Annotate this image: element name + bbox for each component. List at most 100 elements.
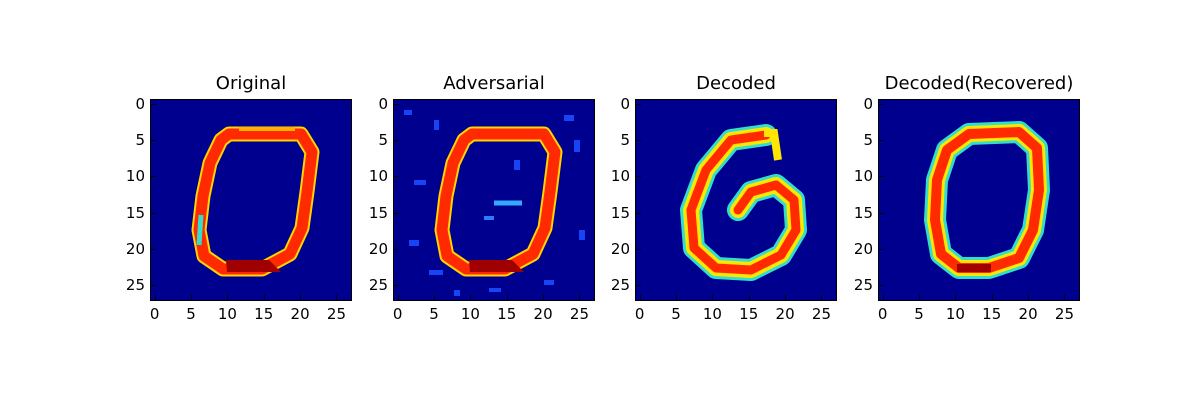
y-tick-mark	[151, 249, 156, 251]
y-tick-mark	[636, 249, 641, 251]
y-tick-label: 15	[610, 203, 630, 222]
x-tick-label: 15	[982, 305, 1002, 323]
y-tick-mark	[636, 212, 641, 214]
y-tick-label: 10	[610, 167, 630, 186]
y-tick-mark	[394, 140, 399, 141]
x-tick-label: 0	[877, 305, 888, 323]
y-tick-label: 25	[368, 276, 388, 295]
y-tick-mark	[151, 212, 156, 214]
panel-decoded: Decoded 0 5 10 15 20 25 0 5 10 15 20 25	[485, 0, 837, 400]
heatmap-axes	[878, 99, 1080, 301]
panel-title: Decoded(Recovered)	[884, 73, 1074, 94]
y-tick-label: 0	[620, 94, 630, 113]
x-tick-label: 15	[497, 305, 517, 323]
y-tick-label: 0	[378, 94, 388, 113]
y-tick-label: 5	[863, 131, 873, 149]
x-tick-mark	[263, 295, 265, 300]
y-tick-label: 15	[368, 203, 388, 222]
x-tick-mark	[639, 295, 641, 300]
x-tick-label: 5	[429, 305, 439, 323]
y-tick-mark	[151, 103, 156, 105]
x-tick-label: 0	[392, 305, 403, 323]
x-tick-label: 5	[914, 305, 924, 323]
x-tick-label: 0	[634, 305, 645, 323]
y-tick-mark	[879, 249, 884, 251]
panel-title: Decoded	[696, 73, 776, 94]
y-tick-mark	[636, 140, 641, 141]
y-tick-mark	[879, 176, 884, 178]
x-tick-label: 20	[1018, 305, 1038, 323]
y-tick-mark	[394, 176, 399, 178]
heatmap-axes	[393, 99, 595, 301]
x-tick-mark	[336, 295, 338, 300]
y-tick-mark	[394, 285, 399, 287]
panel-decoded-recovered: Decoded(Recovered) 0 5 10 15 20 25 0 5 10 15 20 25	[728, 0, 1080, 400]
y-tick-label: 5	[378, 131, 388, 149]
y-tick-label: 10	[125, 167, 145, 186]
x-tick-mark	[579, 295, 581, 300]
heatmap-axes	[150, 99, 352, 301]
x-tick-mark	[543, 295, 545, 300]
x-tick-label: 5	[186, 305, 196, 323]
x-tick-label: 5	[671, 305, 681, 323]
x-tick-mark	[1028, 295, 1030, 300]
heatmap-image	[394, 100, 594, 300]
x-tick-label: 0	[149, 305, 160, 323]
x-tick-label: 10	[460, 305, 480, 323]
x-tick-mark	[397, 295, 399, 300]
x-tick-label: 25	[326, 305, 346, 323]
x-tick-mark	[154, 295, 156, 300]
y-tick-mark	[636, 285, 641, 287]
x-tick-mark	[919, 295, 920, 300]
y-tick-mark	[151, 285, 156, 287]
x-tick-mark	[470, 295, 472, 300]
y-tick-mark	[151, 140, 156, 141]
x-tick-mark	[1064, 295, 1066, 300]
y-tick-label: 20	[368, 240, 388, 259]
y-tick-label: 10	[853, 167, 873, 186]
y-tick-label: 25	[853, 276, 873, 295]
x-tick-mark	[300, 295, 302, 300]
y-tick-label: 25	[610, 276, 630, 295]
heatmap-axes	[635, 99, 837, 301]
y-tick-label: 15	[125, 203, 145, 222]
x-tick-label: 15	[739, 305, 759, 323]
x-tick-mark	[821, 295, 823, 300]
x-tick-mark	[712, 295, 714, 300]
y-tick-mark	[879, 103, 884, 105]
x-tick-mark	[191, 295, 192, 300]
x-tick-label: 10	[217, 305, 237, 323]
y-tick-mark	[879, 285, 884, 287]
x-tick-label: 20	[290, 305, 310, 323]
x-tick-mark	[955, 295, 957, 300]
y-tick-label: 0	[135, 94, 145, 113]
panel-adversarial: Adversarial	[243, 0, 595, 400]
x-tick-label: 25	[1054, 305, 1074, 323]
x-tick-label: 15	[254, 305, 274, 323]
y-tick-mark	[394, 103, 399, 105]
y-tick-label: 5	[135, 131, 145, 149]
y-tick-mark	[636, 103, 641, 105]
x-tick-label: 25	[569, 305, 589, 323]
heatmap-image	[879, 100, 1079, 300]
x-tick-mark	[227, 295, 229, 300]
panel-title: Adversarial	[443, 73, 545, 94]
x-tick-label: 10	[702, 305, 722, 323]
y-tick-mark	[151, 176, 156, 178]
y-tick-label: 20	[853, 240, 873, 259]
y-tick-mark	[394, 249, 399, 251]
y-tick-label: 10	[368, 167, 388, 186]
y-tick-mark	[879, 140, 884, 141]
x-tick-mark	[434, 295, 435, 300]
heatmap-image	[151, 100, 351, 300]
y-tick-label: 5	[620, 131, 630, 149]
heatmap-image	[636, 100, 836, 300]
x-tick-label: 20	[533, 305, 553, 323]
x-tick-label: 20	[775, 305, 795, 323]
y-tick-label: 25	[125, 276, 145, 295]
x-tick-label: 25	[811, 305, 831, 323]
y-tick-label: 20	[610, 240, 630, 259]
y-tick-label: 20	[125, 240, 145, 259]
panel-original: Original 0 5 10 15 20 25 0 5 10 15 20 25	[0, 0, 352, 400]
